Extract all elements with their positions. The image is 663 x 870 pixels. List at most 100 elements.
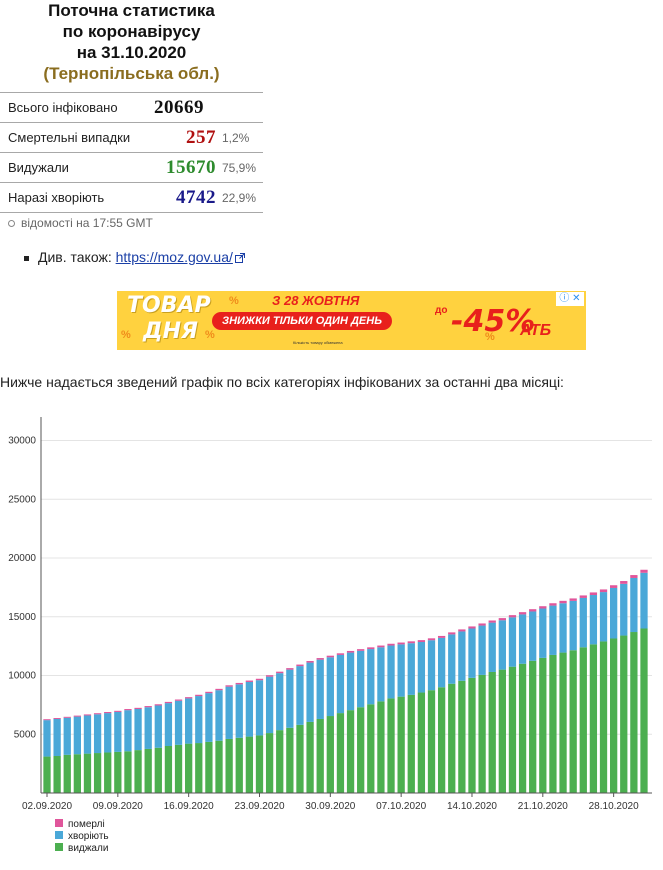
bar-segment xyxy=(255,680,264,736)
bar-segment xyxy=(448,634,456,684)
see-also: Див. також: https://moz.gov.ua/ xyxy=(24,249,245,265)
bar-segment xyxy=(346,652,355,711)
bar-segment xyxy=(427,640,436,691)
update-note: відомості на 17:55 GMT xyxy=(8,216,153,230)
bar-segment xyxy=(539,608,547,658)
bar-segment xyxy=(610,587,618,639)
bar-segment xyxy=(427,638,436,641)
ad-upto: до xyxy=(435,305,448,316)
bar-segment xyxy=(357,649,365,651)
bar-segment xyxy=(569,600,577,651)
percent-decor-icon: % xyxy=(121,329,131,341)
bar-segment xyxy=(164,701,173,704)
bar-segment xyxy=(174,699,183,701)
bar-segment xyxy=(397,696,405,793)
bar-segment xyxy=(599,589,608,593)
bar-segment xyxy=(185,743,193,793)
bar-segment xyxy=(640,628,648,793)
deaths-value: 257 xyxy=(140,122,222,153)
bar-segment xyxy=(529,660,537,793)
bar-segment xyxy=(245,681,254,737)
active-percent: 22,9% xyxy=(222,182,263,213)
bar-segment xyxy=(468,677,476,793)
bar-segment xyxy=(468,626,476,629)
bar-segment xyxy=(326,655,334,658)
stacked-bar-chart: 5000 10000 15000 20000 25000 30000 02.09.2020 0… xyxy=(8,417,652,854)
ad-fine-print: Кількість товару обмежена xyxy=(293,340,343,345)
ad-close-button[interactable]: ⓘ ✕ xyxy=(556,292,584,306)
bar-segment xyxy=(144,707,152,749)
percent-decor-icon: % xyxy=(229,295,239,307)
bar-segment xyxy=(478,623,486,626)
bar-segment xyxy=(569,650,577,793)
bar-segment xyxy=(255,678,264,681)
bar-segment xyxy=(265,675,274,677)
y-tick-label: 20000 xyxy=(8,553,36,564)
see-also-label: Див. також: xyxy=(38,249,112,265)
title-line-3: на 31.10.2020 xyxy=(76,43,187,62)
bar-segment xyxy=(599,641,608,793)
bar-segment xyxy=(276,730,284,793)
bar-segment xyxy=(215,740,223,793)
x-tick-label: 02.09.2020 xyxy=(22,801,72,812)
bar-segment xyxy=(63,754,71,793)
bar-segment xyxy=(437,635,446,638)
bar-segment xyxy=(508,615,517,618)
bar-segment xyxy=(134,708,142,751)
bar-segment xyxy=(610,585,618,588)
moz-link[interactable]: https://moz.gov.ua/ xyxy=(115,249,233,265)
bar-segment xyxy=(640,569,648,573)
bar-segment xyxy=(417,640,426,643)
legend-label: виджали xyxy=(68,843,108,854)
bar-segment xyxy=(104,752,112,793)
bar-segment xyxy=(539,657,547,793)
bar-segment xyxy=(245,680,254,682)
bar-segment xyxy=(468,628,476,678)
bar-segment xyxy=(367,704,375,793)
x-tick-label: 09.09.2020 xyxy=(93,801,143,812)
title-line-2: по коронавірусу xyxy=(62,22,201,41)
bar-segment xyxy=(104,712,112,714)
ad-word-2: ДНЯ xyxy=(143,319,198,344)
bar-segment xyxy=(397,642,405,645)
deaths-label: Смертельні випадки xyxy=(0,122,140,153)
ad-banner[interactable]: % % % % ТОВАР ДНЯ З 28 ЖОВТНЯ ЗНИЖКИ ТІЛ… xyxy=(117,291,586,350)
legend-swatch xyxy=(55,819,63,827)
y-tick-label: 25000 xyxy=(8,494,36,505)
bar-segment xyxy=(498,618,506,621)
bar-segment xyxy=(549,654,557,793)
bar-segment xyxy=(559,600,567,604)
bar-segment xyxy=(104,713,112,753)
bar-segment xyxy=(174,744,183,793)
bar-segment xyxy=(630,632,638,793)
bar-segment xyxy=(144,706,152,708)
bar-segment xyxy=(336,713,345,793)
bar-segment xyxy=(316,658,324,660)
bar-segment xyxy=(458,631,466,681)
bar-segment xyxy=(93,713,102,715)
bar-segment xyxy=(276,673,284,731)
bar-segment xyxy=(235,684,243,738)
bar-segment xyxy=(478,674,486,793)
bar-segment xyxy=(407,694,415,793)
bar-segment xyxy=(205,691,213,694)
ad-brand-logo: АТБ xyxy=(520,322,552,339)
bar-segment xyxy=(235,737,243,793)
bar-segment xyxy=(53,718,61,756)
bar-segment xyxy=(215,690,223,741)
bar-segment xyxy=(387,645,395,699)
bar-segment xyxy=(195,696,203,744)
bar-segment xyxy=(134,750,142,793)
bar-segment xyxy=(346,710,355,793)
bar-segment xyxy=(53,755,61,793)
bar-segment xyxy=(336,654,345,714)
bar-segment xyxy=(124,710,132,752)
bar-segment xyxy=(93,714,102,754)
bar-segment xyxy=(73,754,81,793)
x-tick-label: 23.09.2020 xyxy=(234,801,284,812)
bar-segment xyxy=(599,592,608,642)
bar-segment xyxy=(508,617,517,667)
recovered-label: Видужали xyxy=(0,152,140,183)
bar-segment xyxy=(498,669,506,793)
